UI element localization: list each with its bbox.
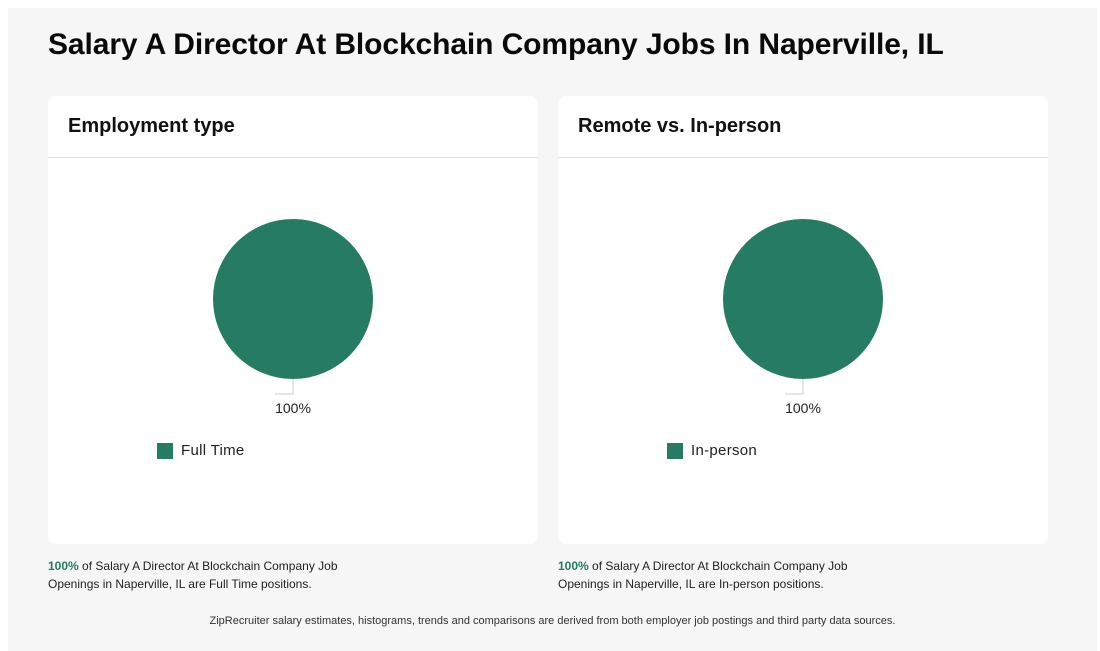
chart-legend: In-person: [667, 442, 757, 459]
card-header: Employment type: [48, 96, 538, 158]
chart-legend: Full Time: [157, 442, 245, 459]
slice-leader-line: [275, 379, 294, 395]
footer-disclaimer: ZipRecruiter salary estimates, histogram…: [209, 615, 896, 627]
legend-swatch: [667, 442, 683, 459]
card-title: Employment type: [68, 115, 235, 137]
remote-vs-in-person-pie-chart: 100%: [723, 219, 883, 416]
pie-slice-full-time[interactable]: [213, 219, 373, 379]
employment-type-caption: 100% of Salary A Director At Blockchain …: [48, 557, 378, 593]
slice-percentage-label: 100%: [275, 400, 311, 416]
caption-percentage: 100%: [48, 559, 79, 573]
legend-label-full-time[interactable]: Full Time: [181, 442, 245, 459]
caption-text: of Salary A Director At Blockchain Compa…: [48, 559, 338, 591]
caption-text: of Salary A Director At Blockchain Compa…: [558, 559, 848, 591]
slice-leader-line: [785, 379, 804, 395]
employment-type-pie-chart: 100%: [213, 219, 373, 416]
remote-vs-in-person-card: Remote vs. In-person 100% In-person: [558, 96, 1048, 544]
page-title: Salary A Director At Blockchain Company …: [48, 28, 944, 61]
card-header: Remote vs. In-person: [558, 96, 1048, 158]
employment-type-card: Employment type 100% Full Time: [48, 96, 538, 544]
remote-caption: 100% of Salary A Director At Blockchain …: [558, 557, 888, 593]
pie-slice-in-person[interactable]: [723, 219, 883, 379]
legend-label-in-person[interactable]: In-person: [691, 442, 758, 459]
card-title: Remote vs. In-person: [578, 115, 782, 137]
caption-percentage: 100%: [558, 559, 589, 573]
slice-percentage-label: 100%: [785, 400, 821, 416]
legend-swatch: [157, 442, 173, 459]
